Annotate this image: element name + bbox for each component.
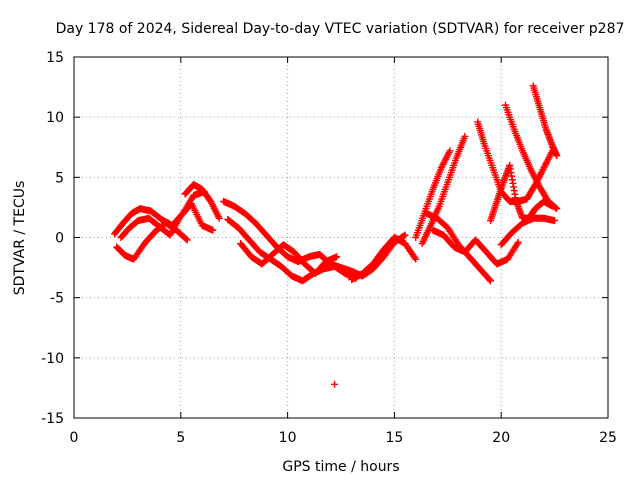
data-point-trace-j bbox=[446, 147, 454, 155]
x-tick-label: 10 bbox=[279, 430, 297, 446]
data-point-trace-d bbox=[215, 214, 223, 222]
data-point-trace-l bbox=[485, 276, 493, 284]
data-point-trace-p bbox=[552, 204, 560, 212]
x-tick-label: 0 bbox=[70, 430, 79, 446]
data-point-trace-r bbox=[551, 217, 559, 225]
y-tick-label: 15 bbox=[46, 50, 64, 66]
data-point-trace-p bbox=[553, 205, 561, 213]
x-tick-label: 5 bbox=[176, 430, 185, 446]
data-point-trace-h bbox=[401, 231, 409, 239]
data-point-trace-g bbox=[333, 253, 341, 261]
data-point-trace-c bbox=[209, 226, 217, 234]
x-tick-label: 25 bbox=[599, 430, 617, 446]
data-point-trace-l bbox=[487, 277, 495, 285]
y-tick-label: 0 bbox=[55, 231, 64, 247]
y-axis-label: SDTVAR / TECUs bbox=[12, 181, 28, 296]
data-point-trace-i bbox=[412, 255, 420, 263]
data-point-trace-b bbox=[182, 235, 190, 243]
y-tick-label: 10 bbox=[46, 110, 64, 126]
y-tick-label: -5 bbox=[50, 291, 64, 307]
y-tick-label: -10 bbox=[41, 351, 64, 367]
x-tick-label: 15 bbox=[385, 430, 403, 446]
data-point-trace-q bbox=[553, 152, 561, 160]
data-point-trace-k bbox=[461, 132, 469, 140]
y-tick-label: -15 bbox=[41, 411, 64, 427]
data-point-outlier bbox=[331, 380, 339, 388]
y-tick-label: 5 bbox=[55, 170, 64, 186]
data-point-trace-i bbox=[411, 254, 419, 262]
chart-title: Day 178 of 2024, Sidereal Day-to-day VTE… bbox=[56, 21, 625, 37]
data-layer bbox=[111, 82, 561, 388]
data-point-trace-h bbox=[400, 232, 408, 240]
data-point-trace-m bbox=[514, 238, 522, 246]
data-point-trace-b bbox=[183, 236, 191, 244]
tick-layer: 0 5 10 15 20 25 -15 -10 -5 0 5 10 15 bbox=[41, 50, 617, 446]
x-tick-label: 20 bbox=[492, 430, 510, 446]
grid-layer bbox=[74, 57, 608, 418]
x-axis-label: GPS time / hours bbox=[282, 459, 399, 475]
